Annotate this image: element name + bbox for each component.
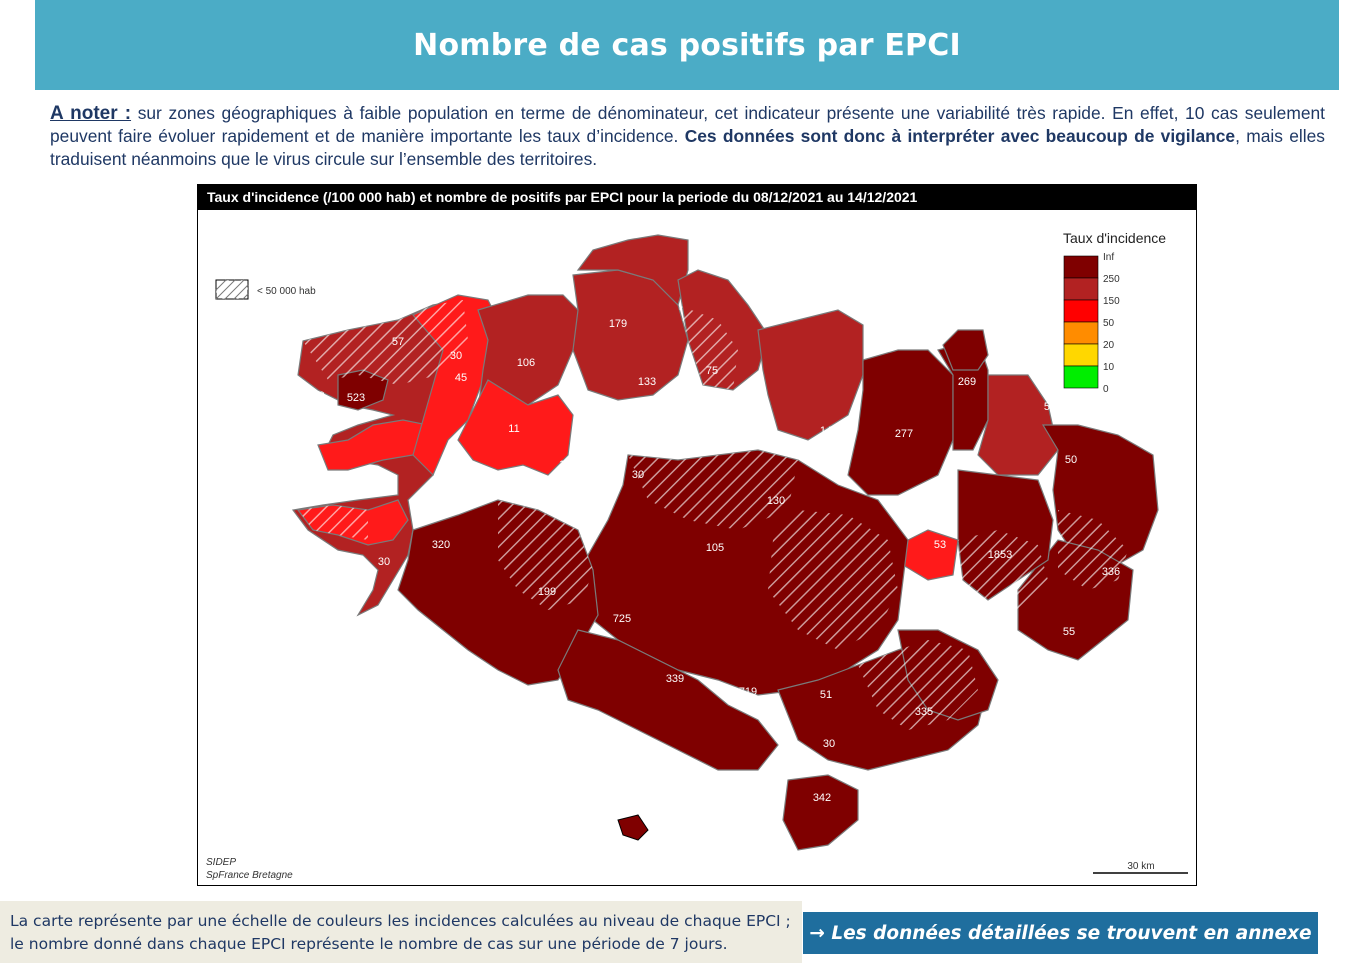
scale-label: 30 km [1127, 861, 1154, 872]
epci-count: 1853 [988, 549, 1012, 561]
epci-count: 335 [915, 706, 933, 718]
epci-count: 130 [767, 495, 785, 507]
epci-north-east[interactable] [977, 374, 1059, 476]
epci-count: 51 [820, 689, 832, 701]
legend-swatch [1063, 277, 1099, 301]
epci-count: 30 [378, 556, 390, 568]
epci-center-north[interactable] [457, 379, 574, 476]
epci-count: 11 [508, 423, 519, 435]
explanation-line-1: La carte représente par une échelle de c… [10, 912, 791, 930]
epci-count: 30 [632, 469, 644, 481]
epci-count: 269 [958, 376, 976, 388]
epci-count: 199 [538, 586, 556, 598]
epci-count: 53 [934, 539, 946, 551]
legend-class-label: 20 [1103, 340, 1115, 351]
brittany-map: < 50 000 hab Taux d'incidence Inf2501505… [206, 230, 1188, 881]
epci-north-west[interactable] [412, 294, 499, 477]
source-label-2: SpFrance Bretagne [206, 870, 293, 881]
epci-saint-brieuc[interactable] [757, 309, 864, 441]
epci-lannion[interactable] [576, 234, 689, 307]
epci-count: 277 [895, 428, 913, 440]
epci-labels: 30 57 110 523 45 106 179 133 75 340 145 … [307, 318, 1120, 804]
epci-count: 75 [706, 365, 718, 377]
epci-count: 342 [813, 792, 831, 804]
legend-swatch [1063, 365, 1099, 389]
annex-link-button[interactable]: → Les données détaillées se trouvent en … [803, 912, 1318, 954]
epci-count: 50 [1065, 454, 1077, 466]
epci-count: 30 [823, 738, 835, 750]
hatch-legend-label: < 50 000 hab [257, 286, 316, 297]
note-text-2: , mais elles traduisent néanmoins que le… [50, 126, 1325, 169]
epci-count: 30 [450, 350, 462, 362]
epci-count: 320 [432, 539, 450, 551]
epci-count: 179 [609, 318, 627, 330]
note-paragraph: A noter : sur zones géographiques à faib… [50, 102, 1325, 171]
epci-count: 55 [1063, 626, 1075, 638]
epci-count: 106 [517, 357, 535, 369]
epci-morlaix-area[interactable] [477, 294, 584, 421]
epci-far-south[interactable] [782, 774, 859, 851]
epci-count: 340 [736, 412, 754, 424]
header-banner: Nombre de cas positifs par EPCI [35, 0, 1339, 90]
hatch-overlays [298, 300, 1128, 730]
legend-class-label: 150 [1103, 296, 1120, 307]
island-belle-ile [617, 814, 649, 841]
epci-count: 523 [347, 392, 365, 404]
hatch-legend: < 50 000 hab [215, 279, 316, 300]
epci-count: 15 [559, 459, 571, 471]
epci-south[interactable] [557, 629, 779, 771]
epci-count: 725 [613, 613, 631, 625]
map-title-period: Taux d'incidence (/100 000 hab) et nombr… [207, 189, 733, 205]
epci-count: 133 [638, 376, 656, 388]
legend-swatch [1063, 321, 1099, 345]
source-label: SIDEP [206, 857, 236, 868]
note-strong: Ces données sont donc à interpréter avec… [684, 126, 1236, 146]
epci-lamballe[interactable] [847, 349, 954, 496]
epci-count: 110 [307, 390, 325, 402]
epci-count: 336 [1102, 566, 1120, 578]
epci-count: 719 [739, 686, 757, 698]
legend-swatch [1063, 299, 1099, 323]
epci-count: 30 [440, 474, 452, 486]
note-lead: A noter : [50, 103, 132, 124]
map-title-dates: du 08/12/2021 au 14/12/2021 [732, 189, 918, 205]
explanation-line-2: le nombre donné dans chaque EPCI représe… [10, 935, 728, 953]
color-legend: Taux d'incidence Inf 250 150 50 20 10 0 [1063, 230, 1166, 395]
legend-class-label: 50 [1103, 318, 1115, 329]
epci-saint-malo[interactable] [942, 329, 989, 371]
legend-class-label: 10 [1103, 362, 1115, 373]
map-frame: Taux d'incidence (/100 000 hab) et nombr… [197, 184, 1197, 886]
legend-title: Taux d'incidence [1063, 230, 1166, 246]
epci-count: 45 [455, 372, 467, 384]
scale-bar: 30 km [1093, 861, 1188, 874]
legend-class-label: Inf [1103, 252, 1114, 263]
legend-class-label: 0 [1103, 384, 1109, 395]
legend-swatch [1063, 255, 1099, 279]
epci-liffre[interactable] [902, 529, 959, 581]
epci-count: 52 [1044, 401, 1056, 413]
legend-swatch [1063, 343, 1099, 367]
map-explanation: La carte représente par une échelle de c… [0, 901, 802, 963]
legend-class-label: 250 [1103, 274, 1120, 285]
epci-count: 25 [390, 593, 402, 605]
epci-count: 145 [820, 425, 838, 437]
epci-count: 105 [706, 542, 724, 554]
epci-count: 339 [666, 673, 684, 685]
note-text-1: sur zones géographiques à faible populat… [50, 103, 1325, 146]
map-title-bar: Taux d'incidence (/100 000 hab) et nombr… [198, 185, 1196, 210]
epci-count: 57 [392, 336, 404, 348]
page-title: Nombre de cas positifs par EPCI [413, 27, 961, 63]
